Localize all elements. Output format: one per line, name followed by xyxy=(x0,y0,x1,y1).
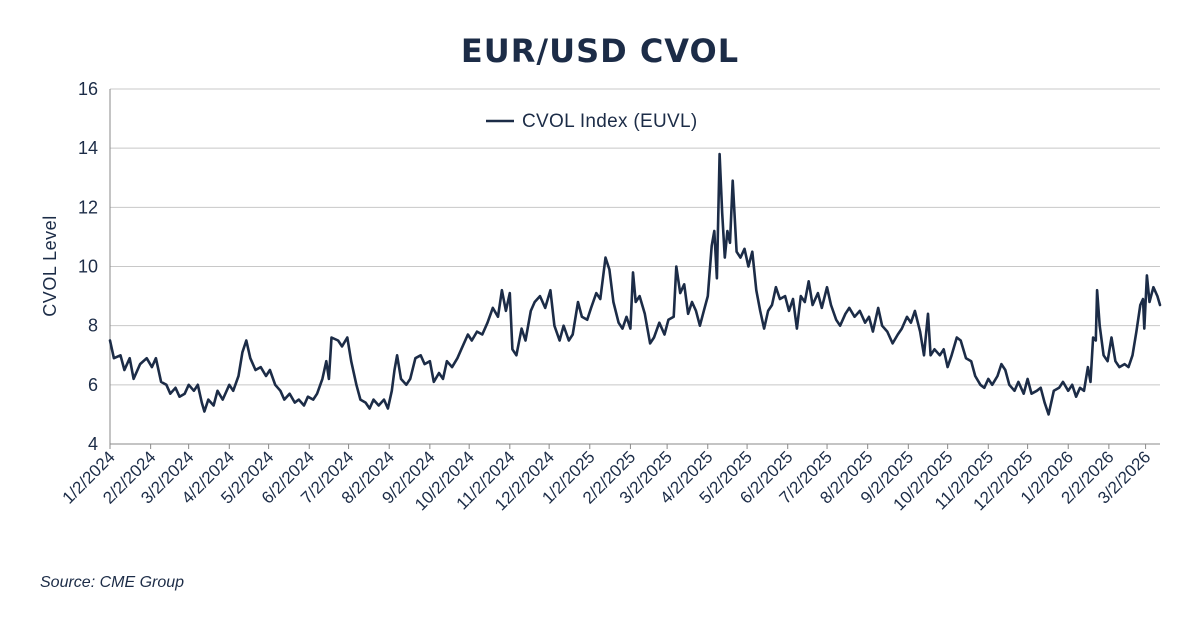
y-tick-label: 4 xyxy=(88,434,98,454)
y-tick-label: 12 xyxy=(78,197,98,217)
series-layer xyxy=(108,152,1162,416)
source-note: Source: CME Group xyxy=(40,574,184,591)
y-tick-label: 6 xyxy=(88,375,98,395)
x-axis-ticks: 1/2/20242/2/20243/2/20244/2/20245/2/2024… xyxy=(59,444,1154,514)
y-tick-label: 16 xyxy=(78,79,98,99)
legend: CVOL Index (EUVL) xyxy=(486,111,697,132)
y-tick-label: 14 xyxy=(78,138,98,158)
gridlines xyxy=(109,88,1160,445)
chart-title: EUR/USD CVOL xyxy=(461,32,739,70)
y-tick-label: 10 xyxy=(78,257,98,277)
y-tick-label: 8 xyxy=(88,316,98,336)
y-axis-ticks: 4 6 8 10 12 14 16 xyxy=(78,79,98,454)
legend-entry: CVOL Index (EUVL) xyxy=(522,111,697,132)
y-axis-label: CVOL Level xyxy=(40,215,60,316)
series-line-euvl xyxy=(108,152,1162,416)
